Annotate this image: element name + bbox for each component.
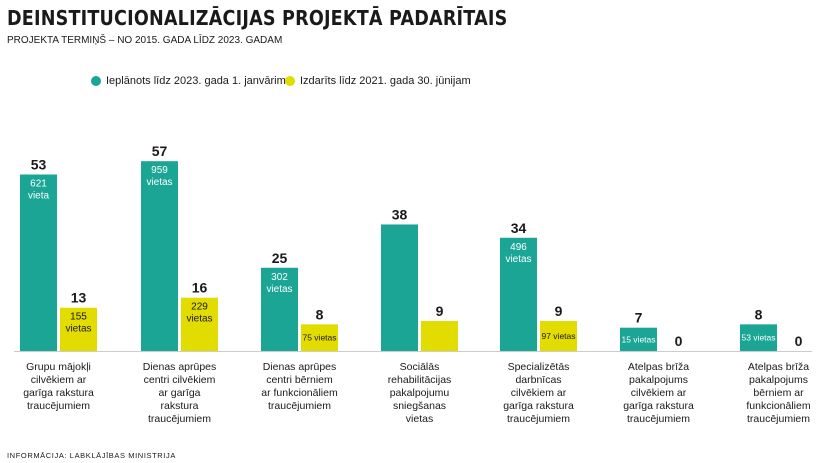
bar-inner-label: 53 vietas (741, 333, 775, 343)
category-label: Sociālās rehabilitācijas pakalpojumu sniegš… (387, 361, 452, 425)
legend-label-planned: Ieplānots līdz 2023. gada 1. janvārim (106, 75, 286, 87)
bar-planned (261, 267, 298, 351)
bar-planned (141, 161, 178, 351)
bar-value-label: 57 (152, 143, 168, 159)
category-label: Specializētās darbnīcas cilvēkiem ar garīga… (503, 361, 574, 425)
legend-swatch-done (285, 76, 295, 86)
category-label: Atelpas brīža pakalpojums bērniem ar funkci… (746, 361, 811, 425)
bar-value-label: 13 (71, 290, 87, 306)
bar-value-label: 8 (316, 306, 324, 322)
bar-inner-label: 302 vietas (266, 272, 292, 295)
chart-subtitle: PROJEKTA TERMIŅŠ – NO 2015. GADA LĪDZ 20… (7, 35, 283, 46)
bar-value-label: 53 (31, 157, 47, 173)
bar-planned (620, 327, 657, 351)
bar-value-label: 8 (755, 306, 763, 322)
bar-inner-label: 621 vieta (28, 179, 50, 202)
bar-done (181, 297, 218, 351)
legend-swatch-planned (91, 76, 101, 86)
bar-inner-label: 15 vietas (621, 334, 655, 344)
bar-value-label: 9 (436, 303, 444, 319)
bar-value-label: 34 (511, 220, 527, 236)
bar-value-label: 9 (555, 303, 563, 319)
bar-planned (381, 224, 418, 351)
bar-planned (740, 324, 777, 351)
chart-title: DEINSTITUCIONALIZĀCIJAS PROJEKTĀ PADARĪT… (7, 6, 508, 30)
bar-value-label: 0 (795, 333, 803, 349)
bar-inner-label: 75 vietas (302, 333, 336, 343)
bar-done (421, 321, 458, 351)
bar-value-label: 38 (392, 206, 408, 222)
bar-inner-label: 496 vietas (505, 242, 531, 265)
bar-inner-label: 959 vietas (146, 165, 172, 188)
bar-inner-label: 229 vietas (186, 302, 212, 325)
bar-value-label: 16 (192, 280, 208, 296)
category-label: Atelpas brīža pakalpojums cilvēkiem ar garī… (623, 361, 694, 425)
bar-done (301, 324, 338, 351)
legend-item-planned: Ieplānots līdz 2023. gada 1. janvārim (91, 75, 286, 87)
bar-value-label: 7 (635, 310, 643, 326)
bar-value-label: 0 (675, 333, 683, 349)
bar-done (540, 321, 577, 351)
category-label: Dienas aprūpes centri cilvēkiem ar garīga r… (142, 361, 217, 425)
bar-inner-label: 97 vietas (541, 331, 575, 341)
bar-planned (20, 174, 57, 351)
bar-planned (500, 237, 537, 351)
legend-label-done: Izdarīts līdz 2021. gada 30. jūnijam (300, 75, 471, 87)
category-label: Grupu mājokļi cilvēkiem ar garīga rakstura… (23, 361, 94, 412)
source-note: INFORMĀCIJA: LABKLĀJĪBAS MINISTRIJA (7, 451, 176, 460)
legend-item-done: Izdarīts līdz 2021. gada 30. jūnijam (285, 75, 471, 87)
bar-value-label: 25 (272, 250, 288, 266)
bar-inner-label: 155 vietas (65, 312, 91, 335)
category-label: Dienas aprūpes centri bērniem ar funkcionā… (261, 361, 338, 412)
bar-done (60, 307, 97, 351)
